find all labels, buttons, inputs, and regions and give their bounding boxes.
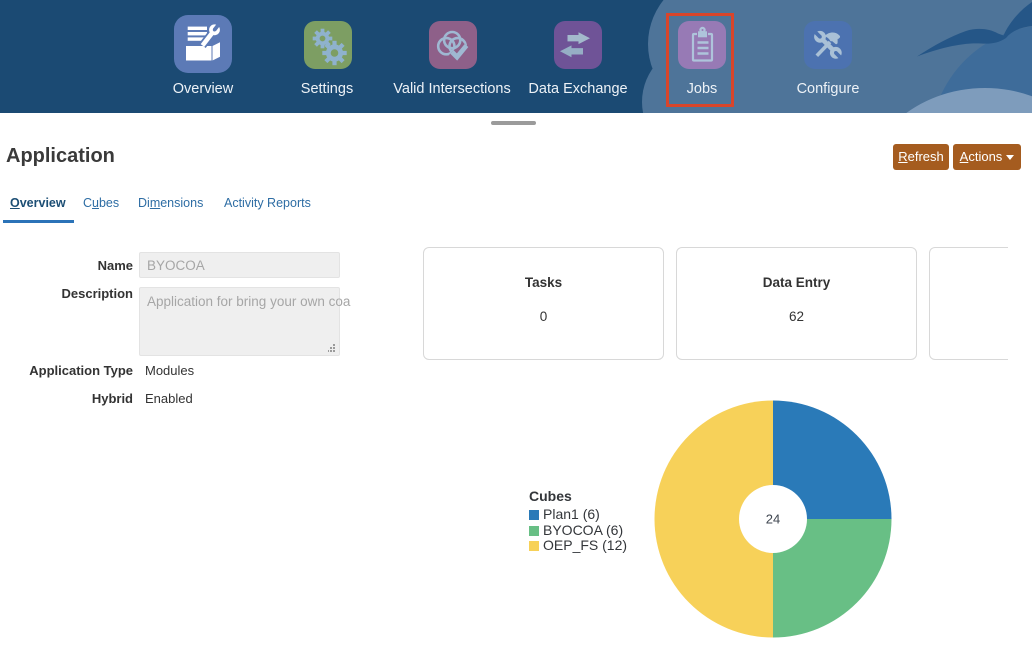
- svg-text:24: 24: [766, 512, 780, 527]
